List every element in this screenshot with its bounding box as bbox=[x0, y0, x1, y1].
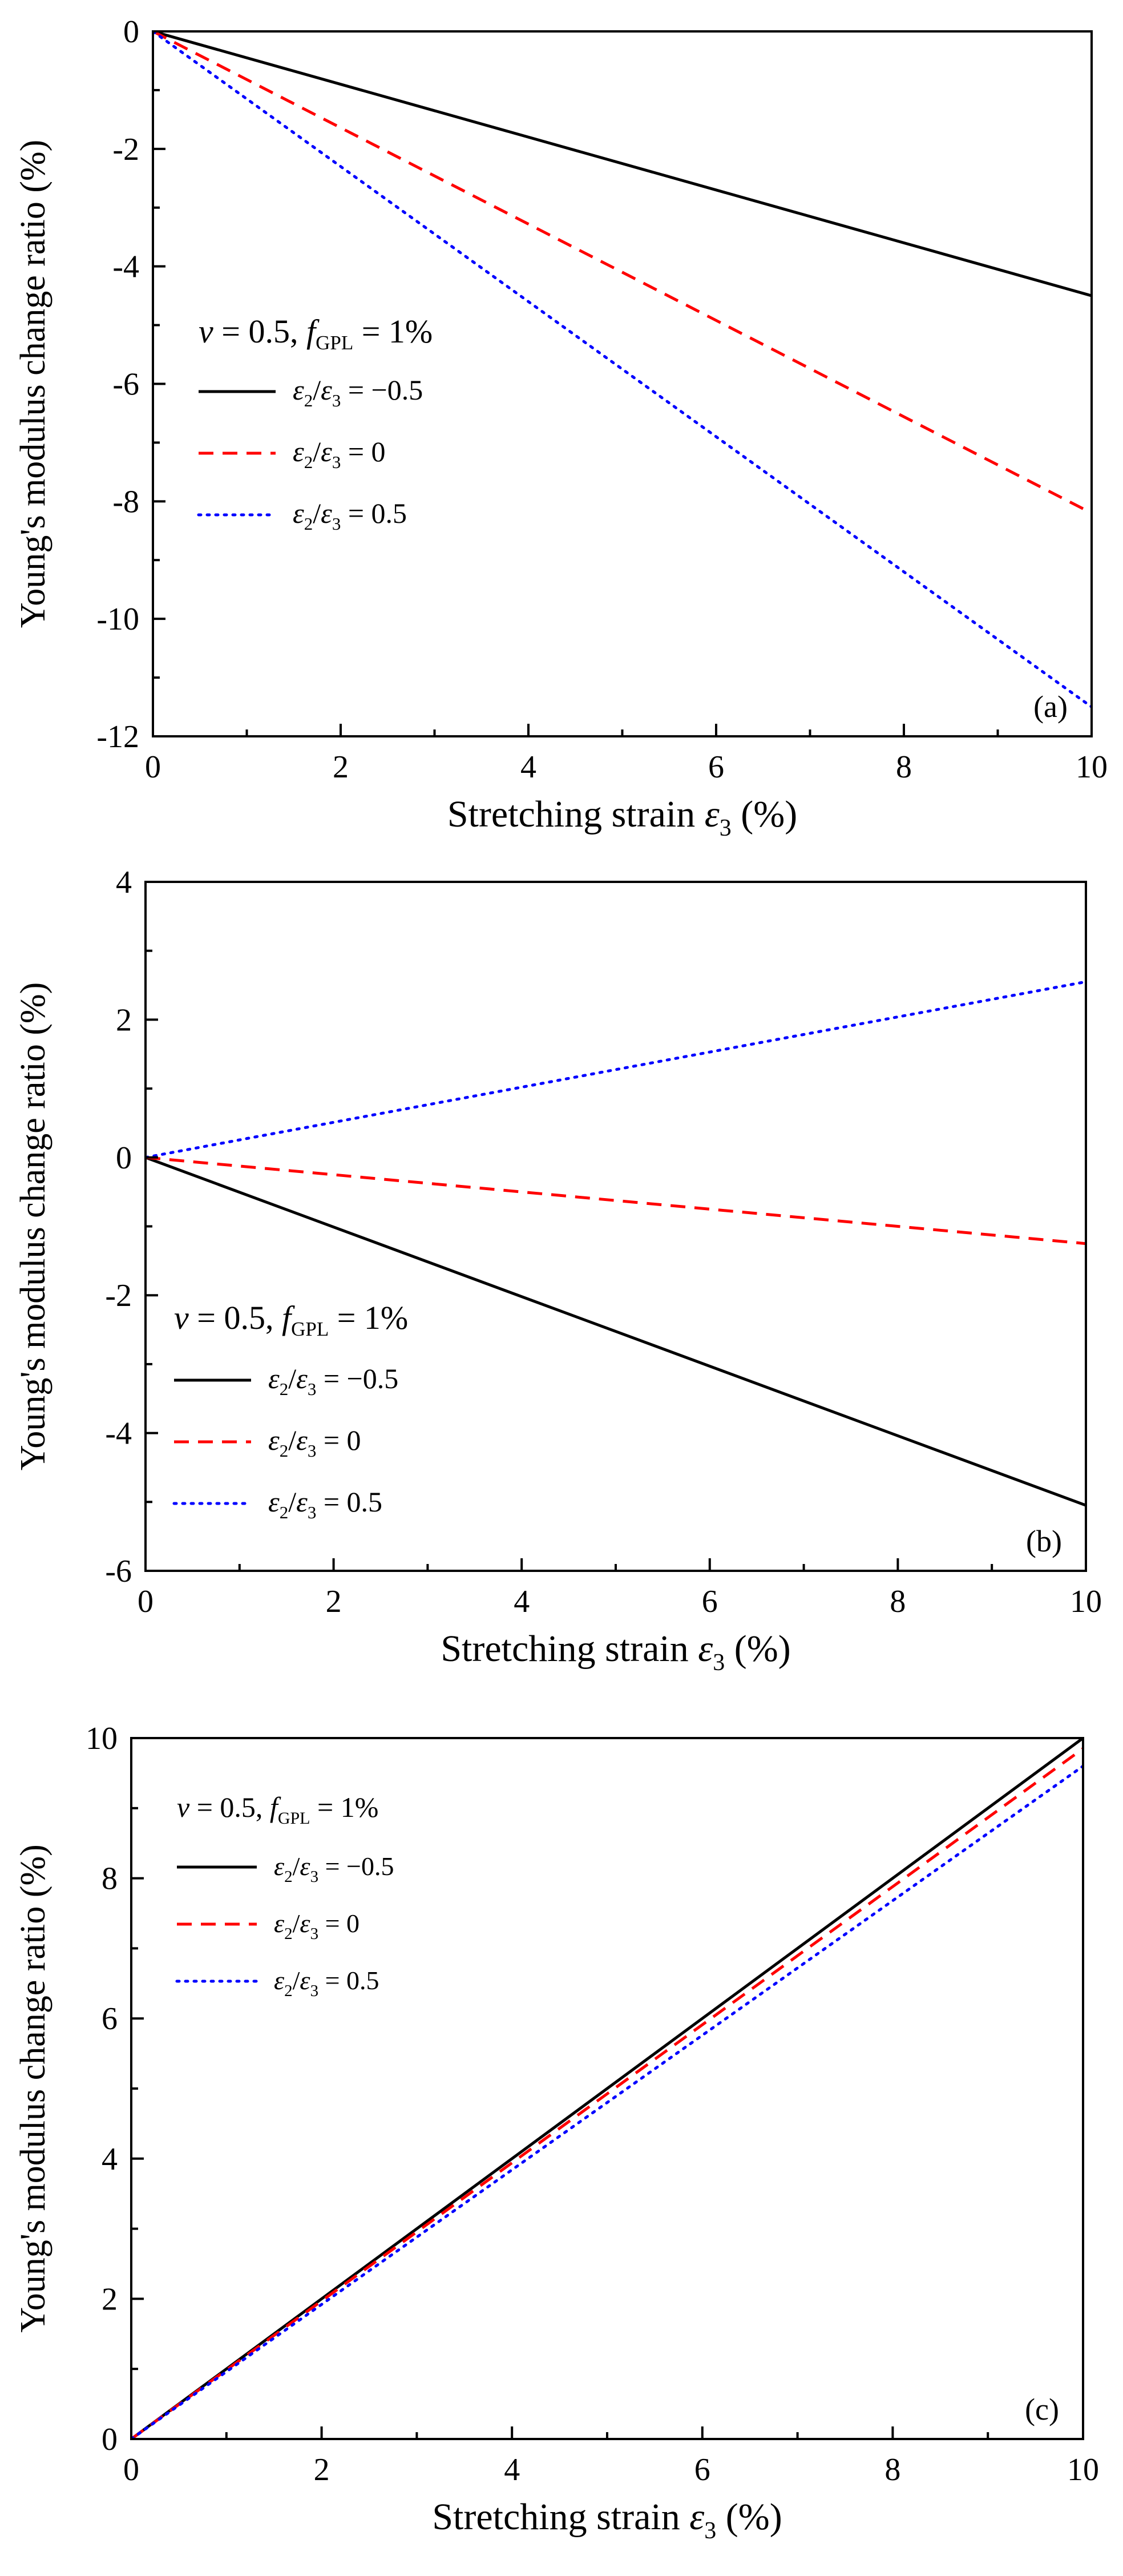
legend-title: ν = 0.5, fGPL = 1% bbox=[174, 1299, 408, 1340]
x-axis-label: Stretching strain ε3 (%) bbox=[441, 1628, 790, 1676]
y-tick-label: 4 bbox=[116, 865, 132, 900]
x-tick-label: 0 bbox=[138, 1584, 153, 1619]
x-tick-label: 4 bbox=[520, 749, 536, 785]
series-line-plus-half bbox=[146, 980, 1086, 1159]
legend-title: ν = 0.5, fGPL = 1% bbox=[177, 1791, 378, 1828]
x-axis-label: Stretching strain ε3 (%) bbox=[432, 2496, 782, 2544]
x-tick-label: 0 bbox=[145, 749, 161, 785]
legend-entry-label: ε2/ε3 = 0.5 bbox=[274, 1966, 379, 2000]
series-line-plus-half bbox=[153, 31, 1092, 708]
series-line-zero bbox=[153, 31, 1092, 515]
y-tick-label: 0 bbox=[116, 1140, 132, 1176]
legend: ν = 0.5, fGPL = 1% ε2/ε3 = −0.5 ε2/ε3 = 0 ε… bbox=[197, 313, 433, 534]
y-tick-label: 0 bbox=[102, 2422, 118, 2457]
y-tick-label: 2 bbox=[102, 2281, 118, 2317]
y-tick-label: -6 bbox=[112, 367, 139, 402]
y-tick-label: -2 bbox=[105, 1278, 132, 1313]
y-tick-label: 0 bbox=[123, 14, 139, 50]
legend-entry-label: ε2/ε3 = −0.5 bbox=[274, 1852, 394, 1886]
legend-entry-label: ε2/ε3 = 0.5 bbox=[293, 497, 407, 534]
y-axis-label: Young's modulus change ratio (%) bbox=[14, 140, 52, 628]
legend: ν = 0.5, fGPL = 1% ε2/ε3 = −0.5 ε2/ε3 = 0 ε… bbox=[175, 1791, 394, 2000]
series-line-minus-half bbox=[146, 1156, 1086, 1507]
x-tick-label: 10 bbox=[1067, 2452, 1099, 2488]
y-axis-label: Young's modulus change ratio (%) bbox=[14, 1844, 52, 2333]
legend-title: ν = 0.5, fGPL = 1% bbox=[199, 313, 433, 354]
x-tick-label: 6 bbox=[694, 2452, 710, 2488]
series-line-zero bbox=[131, 1747, 1083, 2439]
x-tick-label: 8 bbox=[896, 749, 912, 785]
y-tick-label: -4 bbox=[112, 249, 139, 285]
panel-label: (a) bbox=[1033, 690, 1068, 724]
series-line-minus-half bbox=[153, 31, 1092, 297]
x-tick-label: 2 bbox=[314, 2452, 330, 2488]
x-tick-label: 4 bbox=[514, 1584, 530, 1619]
legend-entry-label: ε2/ε3 = −0.5 bbox=[293, 374, 423, 410]
series-line-plus-half bbox=[131, 1764, 1083, 2439]
y-tick-label: 4 bbox=[102, 2142, 118, 2177]
panel-label: (c) bbox=[1025, 2392, 1059, 2426]
panel-label: (b) bbox=[1026, 1524, 1062, 1558]
legend-entry-label: ε2/ε3 = 0.5 bbox=[268, 1486, 382, 1522]
panel-a: 0 2 4 6 8 10 -12 -10 -8 -6 -4 -2 0 Young's modulus ch… bbox=[14, 14, 1108, 841]
panel-b: 0 2 4 6 8 10 -6 -4 -2 0 2 4 Young's modulus change r… bbox=[14, 865, 1102, 1676]
panel-c: 0 2 4 6 8 10 0 2 4 6 8 10 Young's modulus change rat… bbox=[14, 1721, 1099, 2544]
x-tick-label: 6 bbox=[708, 749, 724, 785]
legend: ν = 0.5, fGPL = 1% ε2/ε3 = −0.5 ε2/ε3 = 0 ε… bbox=[172, 1299, 408, 1522]
x-tick-label: 0 bbox=[123, 2452, 139, 2488]
legend-entry-label: ε2/ε3 = 0 bbox=[293, 436, 386, 472]
x-tick-label: 10 bbox=[1070, 1584, 1102, 1619]
x-tick-label: 4 bbox=[504, 2452, 520, 2488]
axes-frame bbox=[144, 881, 1087, 1572]
y-tick-label: -8 bbox=[112, 484, 139, 519]
y-tick-label: 10 bbox=[86, 1721, 118, 1756]
y-tick-label: -10 bbox=[96, 602, 139, 637]
x-tick-label: 8 bbox=[884, 2452, 900, 2488]
y-tick-label: -12 bbox=[96, 719, 139, 755]
x-tick-label: 8 bbox=[890, 1584, 906, 1619]
y-tick-label: -2 bbox=[112, 132, 139, 167]
series-line-zero bbox=[146, 1156, 1086, 1245]
y-tick-label: -6 bbox=[105, 1554, 132, 1589]
x-axis-label: Stretching strain ε3 (%) bbox=[447, 793, 797, 841]
x-tick-label: 10 bbox=[1076, 749, 1108, 785]
y-axis-label: Young's modulus change ratio (%) bbox=[14, 982, 52, 1471]
x-tick-label: 2 bbox=[326, 1584, 342, 1619]
y-tick-label: 8 bbox=[102, 1861, 118, 1897]
x-tick-label: 2 bbox=[333, 749, 349, 785]
legend-entry-label: ε2/ε3 = −0.5 bbox=[268, 1362, 398, 1399]
x-tick-label: 6 bbox=[702, 1584, 718, 1619]
legend-entry-label: ε2/ε3 = 0 bbox=[268, 1424, 361, 1461]
y-tick-label: 2 bbox=[116, 1002, 132, 1038]
y-tick-label: -4 bbox=[105, 1416, 132, 1452]
legend-entry-label: ε2/ε3 = 0 bbox=[274, 1909, 359, 1943]
y-tick-label: 6 bbox=[102, 2001, 118, 2037]
